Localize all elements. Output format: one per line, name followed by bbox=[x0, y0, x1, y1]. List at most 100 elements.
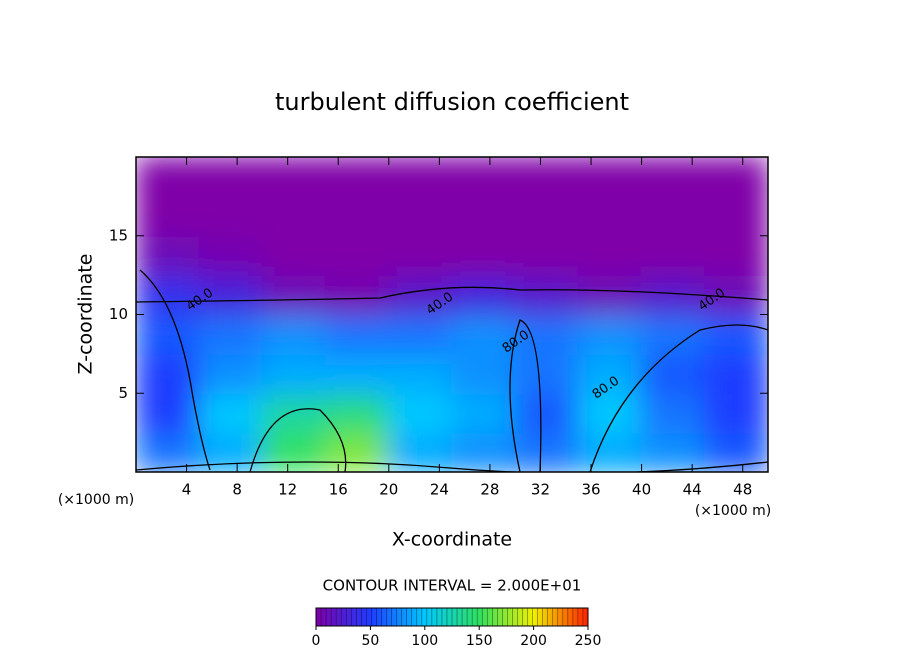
field-cell bbox=[577, 157, 643, 198]
y-tick-label: 10 bbox=[109, 305, 128, 323]
field-cell bbox=[324, 195, 390, 237]
field-cell bbox=[451, 392, 517, 434]
field-cell bbox=[324, 392, 390, 434]
field-cell bbox=[261, 157, 327, 198]
field-cell bbox=[451, 352, 517, 395]
field-cell bbox=[261, 195, 327, 237]
field-cell bbox=[451, 234, 517, 277]
field-cell bbox=[577, 431, 643, 472]
field-cell bbox=[136, 195, 201, 237]
field-cell bbox=[451, 313, 517, 355]
field-cell bbox=[324, 352, 390, 395]
field-cell bbox=[136, 234, 201, 277]
field-cell bbox=[198, 234, 264, 277]
field-cell bbox=[324, 313, 390, 355]
field-cell bbox=[136, 157, 201, 198]
field-cell bbox=[514, 157, 580, 198]
colorbar-tick-label: 100 bbox=[411, 633, 438, 649]
field-cell bbox=[387, 195, 453, 237]
field-cell bbox=[198, 157, 264, 198]
field-cell bbox=[261, 234, 327, 277]
colorbar-tick-label: 150 bbox=[466, 633, 493, 649]
x-unit-label: (×1000 m) bbox=[58, 492, 134, 508]
field-cell bbox=[451, 195, 517, 237]
y-tick-label: 5 bbox=[118, 384, 128, 402]
field-cell bbox=[324, 234, 390, 277]
contour-line bbox=[139, 269, 211, 471]
y-axis-label: Z-coordinate bbox=[75, 254, 97, 375]
field-cell bbox=[514, 431, 580, 472]
field-cell bbox=[514, 234, 580, 277]
field-cell bbox=[703, 234, 768, 277]
field-cell bbox=[198, 195, 264, 237]
x-tick-label: 48 bbox=[733, 481, 752, 499]
x-tick-label: 20 bbox=[379, 481, 398, 499]
field-cell bbox=[514, 274, 580, 316]
field-cell bbox=[703, 352, 768, 395]
field-cell bbox=[577, 313, 643, 355]
contour-line bbox=[136, 286, 768, 303]
field-cell bbox=[640, 157, 706, 198]
x-tick-label: 16 bbox=[329, 481, 348, 499]
field-cell bbox=[198, 431, 264, 472]
field-cell bbox=[387, 313, 453, 355]
field-cell bbox=[640, 313, 706, 355]
x-tick-label: 28 bbox=[480, 481, 499, 499]
colorbar-tick-label: 200 bbox=[520, 633, 547, 649]
x-tick-label: 36 bbox=[581, 481, 600, 499]
field-cell bbox=[387, 352, 453, 395]
field-cell bbox=[577, 234, 643, 277]
field-cell bbox=[514, 195, 580, 237]
contour-line bbox=[249, 408, 347, 472]
contour-interval: CONTOUR INTERVAL = 2.000E+01 bbox=[323, 577, 582, 595]
field bbox=[136, 157, 768, 472]
field-cell bbox=[324, 431, 390, 472]
contour-line bbox=[509, 319, 542, 472]
field-cell bbox=[703, 313, 768, 355]
x-axis-label: X-coordinate bbox=[392, 529, 512, 551]
x-tick-label: 24 bbox=[430, 481, 449, 499]
x-unit-label: (×1000 m) bbox=[695, 503, 771, 519]
field-cell bbox=[261, 313, 327, 355]
field-cell bbox=[324, 274, 390, 316]
field-cell bbox=[261, 274, 327, 316]
field-cell bbox=[324, 157, 390, 198]
field-cell bbox=[703, 195, 768, 237]
colorbar-tick-label: 50 bbox=[361, 633, 379, 649]
contour-line bbox=[589, 324, 768, 472]
field-cell bbox=[703, 157, 768, 198]
colorbar-tick-label: 0 bbox=[312, 633, 321, 649]
field-cell bbox=[514, 392, 580, 434]
field-cell bbox=[703, 392, 768, 434]
field-cell bbox=[577, 392, 643, 434]
x-tick-label: 4 bbox=[182, 481, 192, 499]
x-tick-label: 40 bbox=[632, 481, 651, 499]
field-cell bbox=[640, 234, 706, 277]
field-cell bbox=[261, 431, 327, 472]
field-cell bbox=[387, 392, 453, 434]
field-cell bbox=[451, 157, 517, 198]
field-cell bbox=[640, 352, 706, 395]
y-tick-label: 15 bbox=[109, 226, 128, 244]
field-cell bbox=[198, 392, 264, 434]
field-cell bbox=[136, 352, 201, 395]
field-cell bbox=[640, 392, 706, 434]
field-cell bbox=[640, 195, 706, 237]
field-cell bbox=[136, 313, 201, 355]
field-cell bbox=[703, 274, 768, 316]
x-tick-label: 32 bbox=[531, 481, 550, 499]
field-cell bbox=[136, 392, 201, 434]
x-tick-label: 44 bbox=[683, 481, 702, 499]
field-cell bbox=[451, 431, 517, 472]
field-cell bbox=[451, 274, 517, 316]
field-cell bbox=[387, 234, 453, 277]
field-cell bbox=[577, 274, 643, 316]
field-cell bbox=[198, 274, 264, 316]
x-tick-label: 8 bbox=[232, 481, 242, 499]
contour-line bbox=[136, 461, 768, 472]
chart-title: turbulent diffusion coefficient bbox=[275, 88, 629, 116]
colorbar-tick-label: 250 bbox=[575, 633, 602, 649]
field-cell bbox=[514, 313, 580, 355]
field-cell bbox=[261, 352, 327, 395]
